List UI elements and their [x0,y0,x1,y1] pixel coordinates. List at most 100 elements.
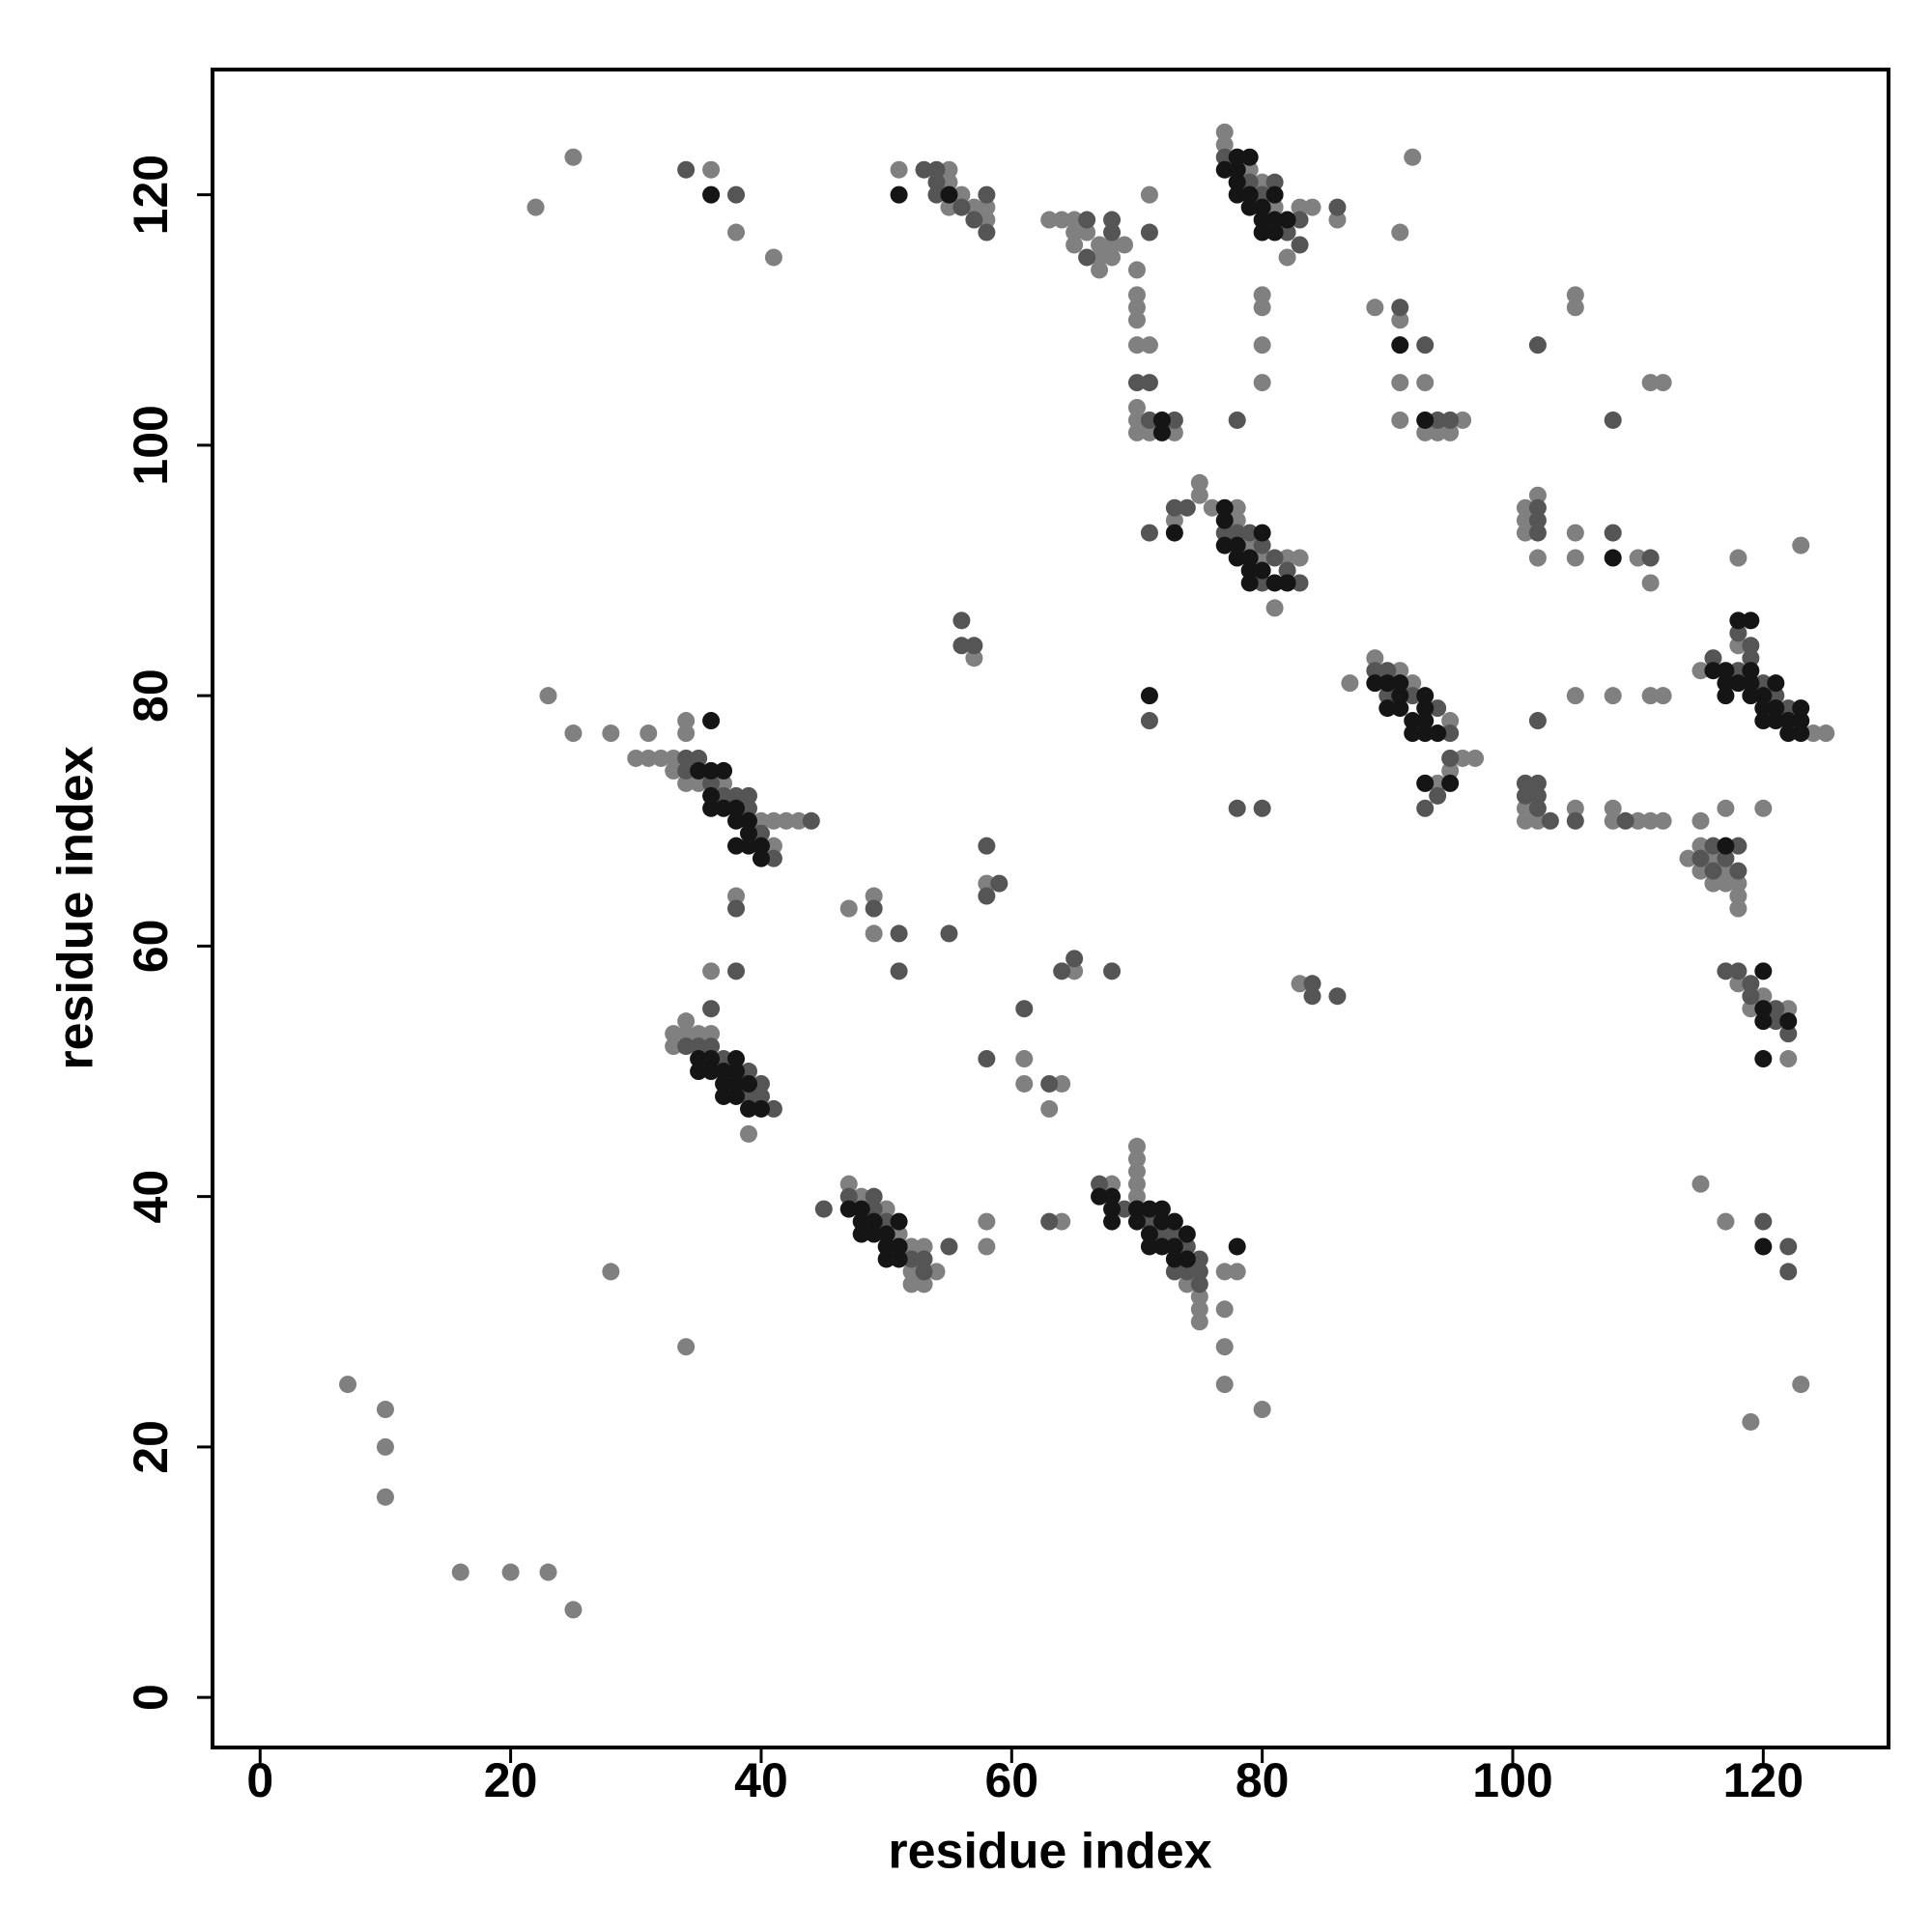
point [1604,799,1622,817]
point [690,1050,708,1068]
point [1103,236,1122,254]
point [978,223,996,242]
point [927,1263,946,1281]
point [1291,975,1309,993]
point [1278,561,1296,580]
point [1228,185,1246,204]
point [1103,962,1122,980]
point [915,1250,933,1268]
point [1742,1000,1760,1018]
point [690,1063,708,1081]
point [1253,799,1271,817]
point [902,1237,921,1256]
point [1566,286,1584,304]
point [1729,611,1747,630]
point [1404,148,1422,166]
point [1140,712,1158,730]
point [1717,662,1735,680]
point [1717,849,1735,867]
point [1691,1175,1710,1193]
point [839,1200,858,1218]
point [1717,799,1735,817]
point [690,1037,708,1056]
point [1215,123,1234,141]
point [376,1488,394,1506]
point [1528,786,1547,805]
point [1091,236,1109,254]
point [890,924,908,943]
point [1742,975,1760,993]
point [1278,549,1296,567]
point [952,185,971,204]
point [1140,1212,1158,1231]
point [764,248,782,267]
point [839,1175,858,1193]
point [1779,712,1798,730]
point [1391,411,1409,429]
point [978,1050,996,1068]
point [1127,1137,1146,1155]
point [739,811,757,830]
point [1704,649,1722,668]
point [940,185,958,204]
point [1140,423,1158,441]
plot-frame [211,68,1890,1749]
point [890,1237,908,1256]
point [1679,849,1697,867]
point [1253,336,1271,355]
point [1053,962,1071,980]
point [702,799,721,817]
point [739,1099,757,1118]
point [1717,1212,1735,1231]
point [1416,423,1435,441]
point [1253,574,1271,592]
point [1754,674,1773,693]
point [1792,1376,1810,1394]
point [1691,662,1710,680]
point [1152,1200,1171,1218]
point [1767,674,1785,693]
point [1253,561,1271,580]
point [739,1063,757,1081]
point [1065,962,1084,980]
point [1240,536,1259,554]
point [1053,1074,1071,1093]
point [1253,374,1271,392]
point [1015,1074,1034,1093]
point [1541,811,1559,830]
point [1779,1237,1798,1256]
point [1441,411,1460,429]
point [1754,699,1773,718]
point [1817,724,1835,743]
point [1040,1212,1059,1231]
point [1152,1237,1171,1256]
point [1516,774,1534,792]
point [877,1250,895,1268]
point [702,712,721,730]
point [1391,662,1409,680]
point [1103,1187,1122,1206]
point [1629,811,1647,830]
point [1729,887,1747,905]
point [1127,261,1146,279]
point [1641,574,1660,592]
point [1366,649,1384,668]
point [1516,799,1534,817]
point [1416,699,1435,718]
point [1253,286,1271,304]
point [1391,298,1409,317]
point [1178,498,1196,517]
point [865,1200,883,1218]
point [1416,336,1435,355]
point [1792,724,1810,743]
point [1065,223,1084,242]
point [965,211,983,229]
point [1792,536,1810,554]
point [1291,211,1309,229]
point [1165,1225,1183,1243]
point [1566,524,1584,542]
point [665,1037,683,1056]
point [1040,1099,1059,1118]
y-axis-label: residue index [48,746,104,1069]
point [1103,223,1122,242]
